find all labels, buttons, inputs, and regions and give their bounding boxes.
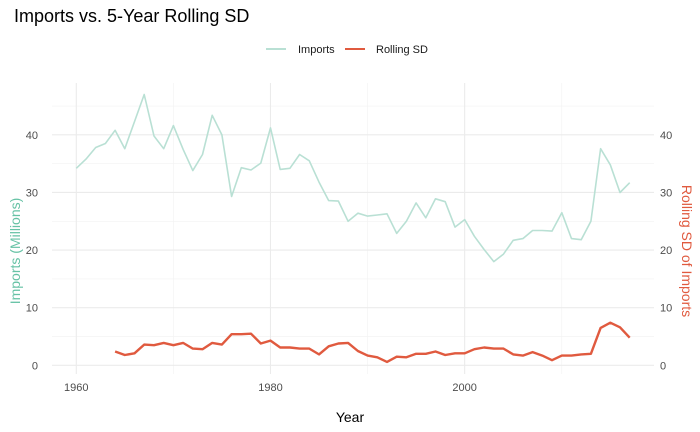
y-tick-label-right: 20 <box>660 245 672 257</box>
legend: Imports Rolling SD <box>266 44 428 56</box>
x-tick-label: 2000 <box>452 382 476 394</box>
y-tick-label-right: 10 <box>660 303 672 315</box>
legend-imports-label: Imports <box>298 44 335 56</box>
series-line-rolling-sd <box>114 321 631 364</box>
y-tick-label-right: 30 <box>660 187 672 199</box>
x-axis-title: Year <box>336 409 365 425</box>
x-tick-label: 1960 <box>64 382 88 394</box>
y-tick-label-left: 30 <box>26 187 38 199</box>
y-tick-label-left: 40 <box>26 130 38 142</box>
chart-title: Imports vs. 5-Year Rolling SD <box>14 6 249 26</box>
legend-rolling-sd-label: Rolling SD <box>376 44 428 56</box>
y-tick-label-left: 20 <box>26 245 38 257</box>
y-tick-label-right: 40 <box>660 130 672 142</box>
series <box>75 93 631 364</box>
series-line-imports <box>75 93 631 263</box>
y-tick-label-right: 0 <box>660 360 666 372</box>
y-axis-title-right: Rolling SD of Imports <box>679 185 695 317</box>
x-tick-label: 1980 <box>258 382 282 394</box>
grid <box>52 83 654 374</box>
y-tick-label-left: 10 <box>26 303 38 315</box>
y-axis-title-left: Imports (Millions) <box>7 198 23 305</box>
y-tick-label-left: 0 <box>32 360 38 372</box>
tick-labels: 0 0 10 10 20 20 30 30 40 40 1960 1980 2000 <box>26 130 673 394</box>
